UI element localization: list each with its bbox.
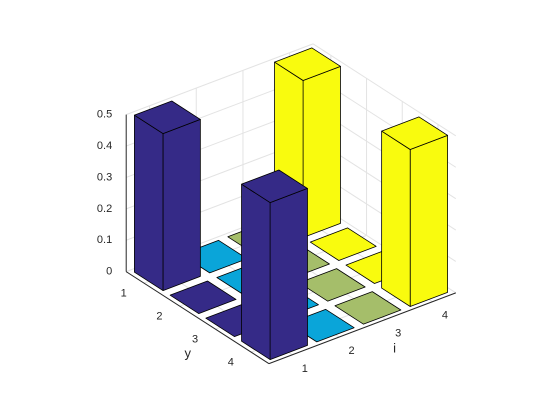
x-tick-label: 1 xyxy=(302,363,308,375)
grid-line xyxy=(312,43,457,137)
z-tick-label: 0.4 xyxy=(97,140,112,152)
bar-face xyxy=(381,130,411,307)
bar-top xyxy=(274,47,341,81)
x-tick-label: 3 xyxy=(395,327,401,339)
bar-top xyxy=(241,169,308,203)
y-tick-label: 1 xyxy=(121,287,127,299)
z-tick-label: 0.2 xyxy=(97,203,112,215)
bar-face xyxy=(241,183,271,360)
bar-top xyxy=(134,100,201,134)
x-tick-label: 2 xyxy=(348,345,354,357)
bar-top xyxy=(169,280,237,314)
z-tick-label: 0.3 xyxy=(97,171,112,183)
z-tick-label: 0 xyxy=(106,266,112,278)
y-axis-label: y xyxy=(184,346,191,361)
bar-face xyxy=(409,134,448,307)
bar-face xyxy=(269,188,308,360)
x-tick-label: 4 xyxy=(442,310,448,322)
x-axis-label: i xyxy=(393,340,396,355)
bar-top xyxy=(381,116,448,150)
y-tick-label: 2 xyxy=(156,310,162,322)
y-tick-label: 4 xyxy=(228,356,234,368)
y-tick-label: 3 xyxy=(192,333,198,345)
z-tick-label: 0.1 xyxy=(97,234,112,246)
bar xyxy=(134,100,201,291)
bar-top xyxy=(334,291,402,325)
bar xyxy=(169,280,237,314)
bar xyxy=(309,227,377,261)
bar xyxy=(241,169,308,360)
bar-face xyxy=(162,119,201,291)
grid-line xyxy=(126,43,314,116)
x-axis xyxy=(268,292,456,365)
bar-face xyxy=(302,65,341,238)
bar-top xyxy=(309,227,377,261)
bar-face xyxy=(134,114,164,291)
bar xyxy=(298,268,366,302)
z-tick-label: 0.5 xyxy=(97,109,112,121)
bar xyxy=(334,291,402,325)
bar xyxy=(381,116,448,307)
y-axis xyxy=(125,271,270,365)
bar-top xyxy=(298,268,366,302)
